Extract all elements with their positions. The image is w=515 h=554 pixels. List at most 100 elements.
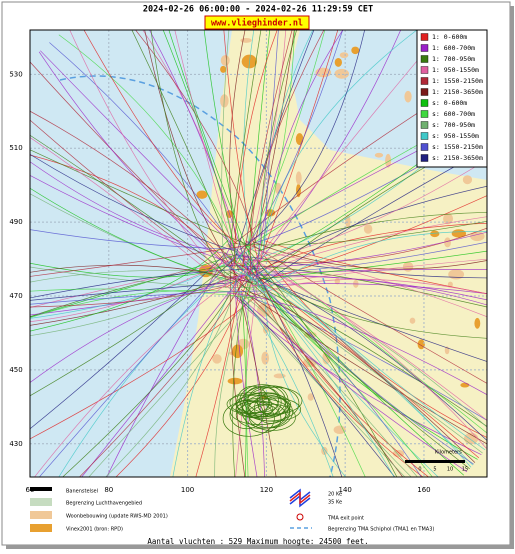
flight-track <box>251 195 487 283</box>
flight-track <box>78 265 254 477</box>
footer: Aantal vluchten : 529 Maximum hoogte: 24… <box>147 537 368 546</box>
legend-label: s: 600-700m <box>432 110 475 118</box>
flight-track <box>227 292 487 396</box>
flight-track <box>245 244 487 434</box>
town <box>196 190 208 199</box>
flight-track <box>226 265 472 468</box>
key-label: Begrenzing TMA Schiphol (TMA1 en TMA3) <box>328 527 434 533</box>
town <box>444 237 451 248</box>
flight-track <box>225 159 487 266</box>
flight-track <box>245 278 487 299</box>
legend-swatch <box>420 121 429 129</box>
flight-track <box>228 243 474 465</box>
town <box>374 152 384 158</box>
flight-track <box>239 30 287 288</box>
legend-swatch <box>420 66 429 74</box>
flight-track <box>225 38 437 300</box>
flight-track <box>30 290 263 305</box>
town <box>430 230 440 238</box>
town <box>212 354 222 364</box>
flight-track <box>30 268 265 299</box>
key-label: 20 Ke <box>328 492 342 498</box>
holding-track <box>240 385 300 422</box>
flight-track <box>261 279 430 477</box>
flight-track <box>30 154 238 278</box>
legend-swatch <box>420 44 429 52</box>
title: 2024-02-26 06:00:00 - 2024-02-26 11:29:5… <box>143 5 373 15</box>
flight-track <box>235 292 406 477</box>
key-swatch <box>30 498 52 506</box>
key-label: Vinex2001 (bron: RPD) <box>66 527 123 533</box>
y-tick-label: 530 <box>9 70 22 78</box>
flight-track <box>30 283 229 316</box>
legend-swatch <box>420 99 429 107</box>
flight-track <box>30 264 252 284</box>
town <box>470 231 485 242</box>
flight-track <box>258 30 314 289</box>
x-tick-label: 60 <box>26 486 35 494</box>
flight-track <box>254 250 487 280</box>
legend-label: 1: 2150-3650m <box>432 88 483 96</box>
flight-track <box>30 274 247 384</box>
flight-track <box>106 244 233 477</box>
holding-track <box>246 397 302 422</box>
flight-track <box>30 240 229 332</box>
y-tick-label: 510 <box>9 144 22 152</box>
flight-track <box>227 231 487 268</box>
flight-track <box>234 30 315 259</box>
flight-track <box>142 30 236 248</box>
scale-line <box>405 460 465 463</box>
town <box>227 377 243 385</box>
flight-track <box>233 30 278 295</box>
town <box>307 393 314 401</box>
flight-track <box>229 30 246 241</box>
town <box>462 175 473 185</box>
flight-track <box>240 240 398 477</box>
flight-track <box>221 30 230 288</box>
tma-boundary <box>59 75 341 478</box>
key-label: 35 Ke <box>328 500 342 506</box>
x-tick-label: 120 <box>260 486 273 494</box>
flight-track <box>251 269 478 460</box>
y-tick-label: 450 <box>9 366 22 374</box>
flight-track <box>30 119 229 279</box>
flight-track <box>250 30 293 269</box>
holding-track <box>245 404 282 433</box>
legend-label: 1: 0-600m <box>432 33 467 41</box>
town <box>448 269 465 280</box>
flight-track <box>30 298 254 440</box>
town <box>385 153 392 168</box>
legend-label: s: 0-600m <box>432 99 467 107</box>
shadow <box>6 545 514 549</box>
flight-track <box>243 30 255 274</box>
key-swatch <box>30 511 52 519</box>
holding-track <box>254 392 289 424</box>
town <box>351 46 360 55</box>
flight-track <box>253 283 487 294</box>
scale-title: Kilometers <box>435 450 462 456</box>
town <box>240 37 252 43</box>
flight-track <box>30 137 233 291</box>
key: Banenstelsel Begrenzing Luchthavengebied… <box>30 487 434 533</box>
x-tick-label: 100 <box>181 486 194 494</box>
flight-track <box>174 30 238 261</box>
flight-track <box>30 110 243 272</box>
legend-swatch <box>420 55 429 63</box>
flight-track <box>233 246 487 318</box>
flight-track <box>88 294 256 477</box>
x-tick-label: 140 <box>338 486 351 494</box>
legend-swatch <box>420 154 429 162</box>
flight-track <box>38 255 237 477</box>
flight-track <box>255 274 439 477</box>
scale-label: 5 <box>433 467 436 473</box>
town <box>261 351 270 365</box>
flight-track <box>150 30 228 281</box>
key-contour <box>289 491 311 505</box>
shadow <box>510 6 514 548</box>
flight-track <box>30 259 235 397</box>
legend-label: s: 950-1550m <box>432 132 479 140</box>
town <box>443 213 454 225</box>
flight-track <box>248 258 487 287</box>
flight-track <box>242 30 325 268</box>
site[interactable]: www.vlieghinder.nl <box>211 18 303 29</box>
